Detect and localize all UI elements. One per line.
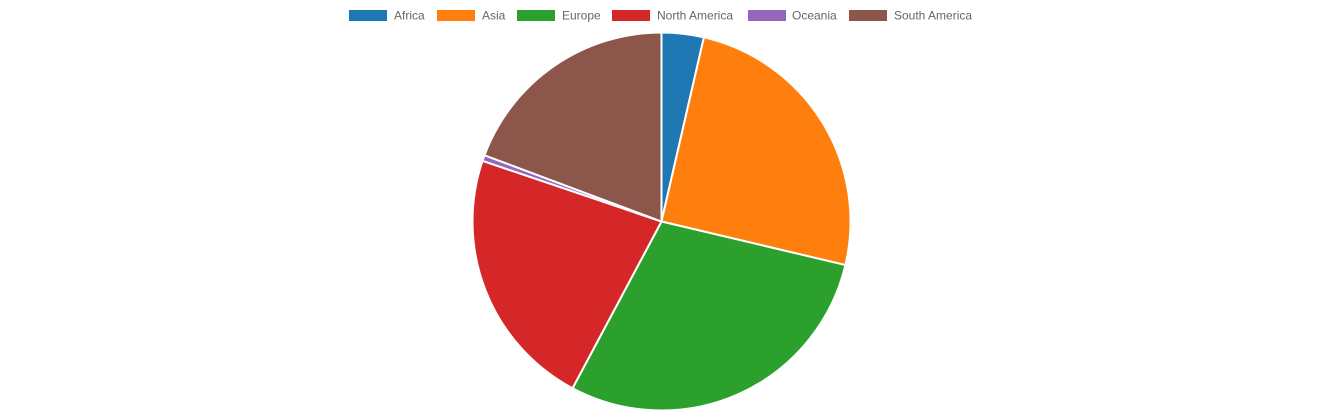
legend-label-europe: Europe — [562, 9, 601, 23]
legend-label-asia: Asia — [482, 9, 506, 23]
legend-item-oceania[interactable]: Oceania — [748, 9, 837, 23]
legend-swatch-asia — [437, 10, 475, 21]
legend-swatch-europe — [517, 10, 555, 21]
legend-item-south-america[interactable]: South America — [849, 9, 972, 23]
legend-swatch-africa — [349, 10, 387, 21]
pie-slice-south-america[interactable] — [483, 31, 663, 223]
chart-legend: Africa Asia Europe North America Oceania… — [349, 9, 972, 23]
legend-item-europe[interactable]: Europe — [517, 9, 601, 23]
legend-label-north-america: North America — [657, 9, 733, 23]
legend-swatch-north-america — [612, 10, 650, 21]
pie-slice-asia[interactable] — [660, 36, 852, 267]
legend-label-oceania: Oceania — [792, 9, 837, 23]
pie-slice-north-america[interactable] — [471, 159, 663, 390]
legend-swatch-south-america — [849, 10, 887, 21]
legend-label-africa: Africa — [394, 9, 425, 23]
legend-item-asia[interactable]: Asia — [437, 9, 506, 23]
legend-swatch-oceania — [748, 10, 786, 21]
pie-slices — [471, 31, 852, 412]
legend-item-north-america[interactable]: North America — [612, 9, 733, 23]
pie-slice-europe[interactable] — [571, 220, 847, 412]
legend-label-south-america: South America — [894, 9, 972, 23]
legend-item-africa[interactable]: Africa — [349, 9, 425, 23]
